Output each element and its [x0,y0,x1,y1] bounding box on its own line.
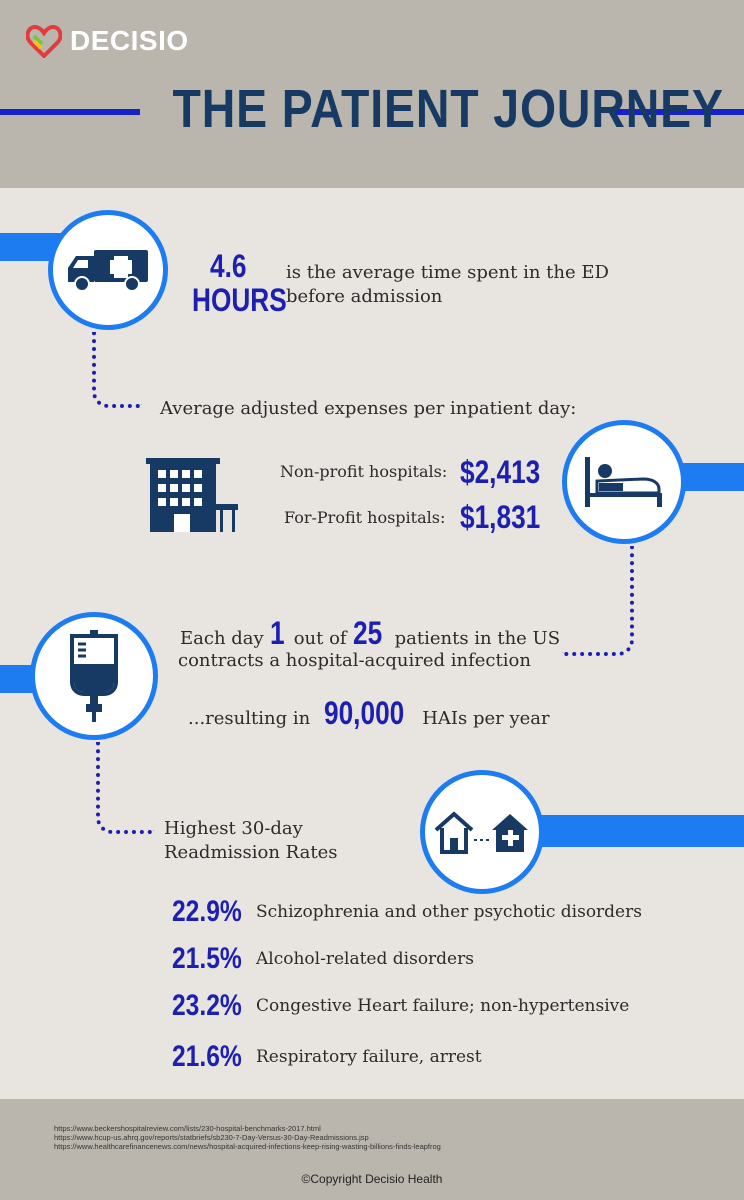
ambulance-circle [48,210,168,330]
infection-line1: Each day 1 out of 25 patients in the US [180,615,561,651]
accent-bar-readmission [530,815,744,847]
title-rule-right [614,109,744,115]
infection-number-1: 1 [269,615,285,651]
infection-number-25: 25 [352,615,382,651]
expense-label-nonprofit: Non-profit hospitals: [280,462,448,481]
decisio-heart-icon [26,24,62,58]
footer [0,1099,744,1200]
readmission-rate: 21.5% [172,942,242,975]
ambulance-icon [68,250,148,292]
readmission-row: 23.2% Congestive Heart failure; non-hype… [172,989,629,1023]
connector-2 [562,546,634,656]
expense-label-forprofit: For-Profit hospitals: [284,508,446,527]
connector-1 [92,332,142,408]
title-rule-left [0,109,140,115]
page-title: THE PATIENT JOURNEY [172,79,724,139]
source-link[interactable]: https://www.beckershospitalreview.com/li… [54,1124,321,1133]
expense-value-forprofit: $1,831 [460,499,541,535]
ed-text-line1: is the average time spent in the ED [286,262,609,283]
readmission-heading-line1: Highest 30-day [164,818,303,839]
readmission-row: 21.6% Respiratory failure, arrest [172,1040,482,1074]
readmission-circle [420,770,544,894]
copyright-notice: ©Copyright Decisio Health [301,1172,443,1186]
iv-bag-circle [30,612,158,740]
readmission-condition: Schizophrenia and other psychotic disord… [256,902,642,922]
readmission-row: 22.9% Schizophrenia and other psychotic … [172,895,642,929]
hospital-bed-icon [585,457,662,507]
readmission-rate: 21.6% [172,1040,242,1073]
brand-logo: DECISIO [26,24,189,58]
iv-bag-icon [70,630,118,722]
expenses-heading: Average adjusted expenses per inpatient … [160,398,577,419]
infection-result-number: 90,000 [324,695,405,731]
readmission-row: 21.5% Alcohol-related disorders [172,942,474,976]
brand-name: DECISIO [70,25,189,56]
readmission-rate: 22.9% [172,895,242,928]
hospital-building-icon [142,458,240,536]
hospital-bed-circle [562,420,686,544]
ed-hours-number: 4.6 [210,248,247,284]
infection-text-post: patients in the US [394,628,561,649]
infection-result: ...resulting in 90,000 HAIs per year [188,695,550,731]
readmission-rate: 23.2% [172,989,242,1022]
header-banner [0,0,744,188]
source-link[interactable]: https://www.healthcarefinancenews.com/ne… [54,1142,441,1151]
source-link[interactable]: https://www.hcup-us.ahrq.gov/reports/sta… [54,1133,369,1142]
ed-hours-unit: HOURS [192,282,287,318]
infection-result-pre: ...resulting in [188,708,311,729]
connector-3 [96,742,154,834]
readmission-condition: Congestive Heart failure; non-hypertensi… [256,996,630,1016]
expense-value-nonprofit: $2,413 [460,454,541,490]
readmission-heading-line2: Readmission Rates [164,842,338,863]
infection-line2: contracts a hospital-acquired infection [178,650,531,671]
ed-text-line2: before admission [286,286,443,307]
readmission-condition: Respiratory failure, arrest [256,1047,482,1067]
infection-text-mid: out of [293,628,347,649]
readmission-condition: Alcohol-related disorders [256,949,474,969]
infection-result-post: HAIs per year [422,708,550,729]
house-to-hospital-icon [434,811,528,854]
infection-text-pre: Each day [180,628,264,649]
